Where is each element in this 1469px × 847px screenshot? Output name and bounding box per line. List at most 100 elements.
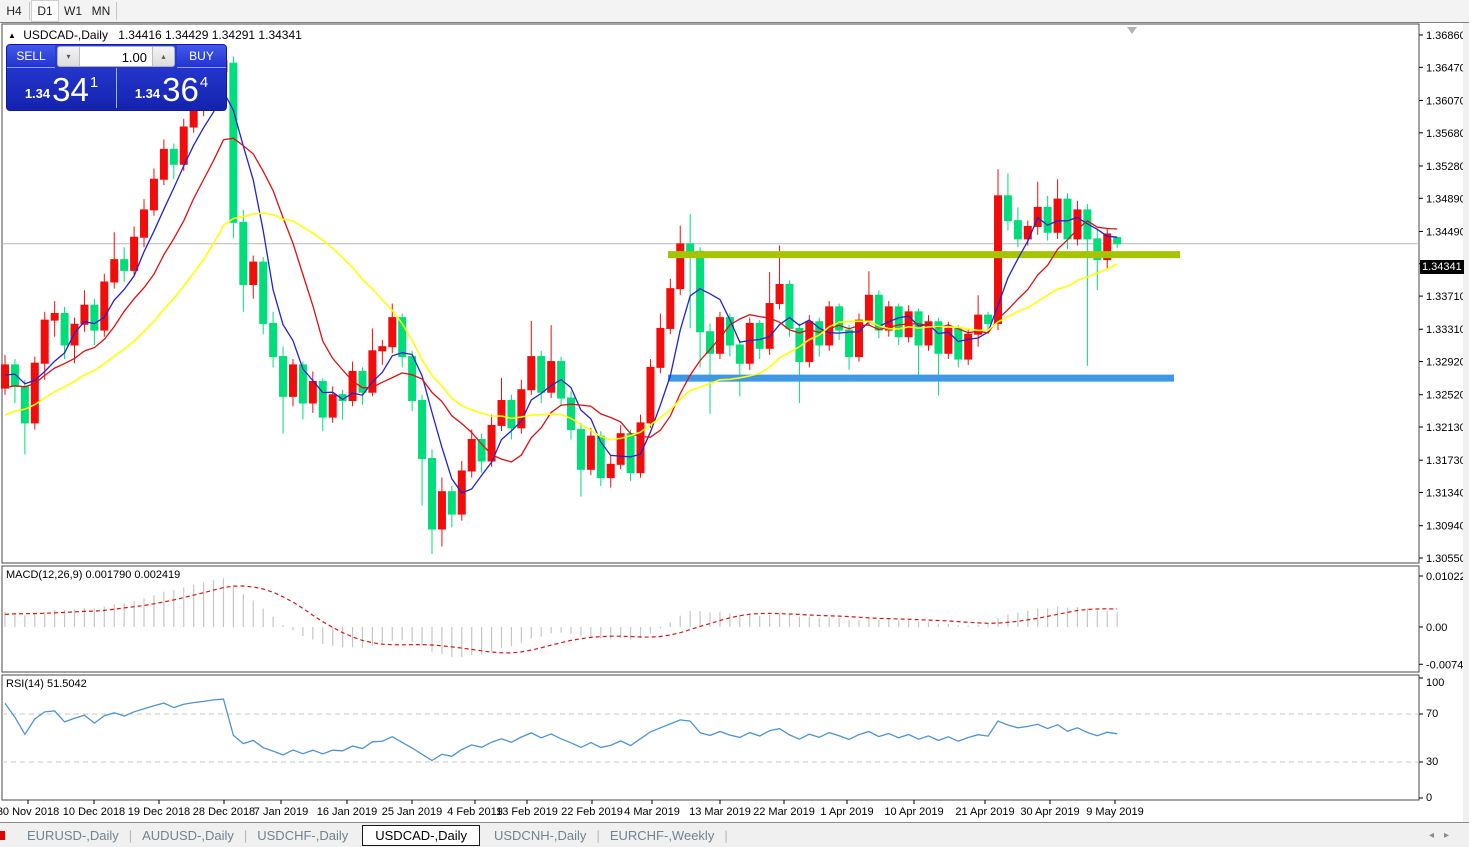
- candle-body: [269, 322, 278, 358]
- sell-price-prefix: 1.34: [24, 86, 51, 101]
- candle-body: [50, 312, 59, 321]
- macd-indicator-label: MACD(12,26,9) 0.001790 0.002419: [6, 569, 181, 581]
- candle-body: [656, 327, 665, 368]
- candle-body: [348, 371, 357, 402]
- candle-body: [666, 288, 675, 329]
- candle-body: [447, 491, 456, 515]
- candle-body: [140, 209, 149, 238]
- candle-body: [864, 294, 873, 321]
- time-tick-label: 13 Feb 2019: [496, 806, 558, 818]
- sell-button[interactable]: SELL: [7, 45, 55, 68]
- rsi-tick-label: 0: [1426, 792, 1432, 804]
- time-tick-label: 4 Mar 2019: [624, 806, 680, 818]
- collapse-triangle-icon[interactable]: ▲: [8, 31, 16, 40]
- candle-body: [298, 364, 307, 404]
- buy-price-prefix: 1.34: [134, 86, 161, 101]
- tab-scroll-arrows[interactable]: ◂▸: [1428, 830, 1459, 841]
- candle-body: [974, 314, 983, 335]
- candle-body: [676, 243, 685, 290]
- candle-body: [80, 304, 89, 325]
- candle-body: [179, 126, 188, 165]
- sell-price-button[interactable]: 1.34 34 1: [7, 68, 117, 108]
- candle-body: [894, 306, 903, 338]
- one-click-trade-panel: SELL ▾ 1.00 ▴ BUY 1.34 34 1 1.34 36 4: [6, 44, 227, 111]
- price-tick-label: 1.36470: [1426, 62, 1463, 74]
- chart-tab-eurusd[interactable]: EURUSD-,Daily: [27, 828, 119, 843]
- volume-decrement-button[interactable]: ▾: [58, 47, 80, 66]
- candle-body: [1063, 198, 1072, 240]
- candle-body: [934, 321, 943, 354]
- chart-tab-eurchf[interactable]: EURCHF-,Weekly: [609, 828, 715, 843]
- candle-body: [328, 394, 337, 418]
- candle-body: [706, 331, 715, 354]
- chart-window: 1.36860 1.36470 1.36070 1.35680 1.35280 1.348…: [0, 23, 1463, 822]
- chart-tab-usdcad[interactable]: USDCAD-,Daily: [362, 825, 480, 846]
- candle-body: [388, 317, 397, 348]
- candle-body: [586, 435, 595, 470]
- current-price-tag: 1.34341: [1420, 259, 1464, 274]
- candle-body: [288, 364, 297, 397]
- candle-body: [418, 400, 427, 460]
- time-tick-label: 1 Apr 2019: [820, 806, 873, 818]
- toolbar-separator: [116, 2, 117, 20]
- candle-body: [378, 346, 387, 352]
- price-tick-label: 1.30550: [1426, 553, 1463, 565]
- candle-body: [40, 319, 49, 364]
- tab-separator: |: [596, 828, 600, 843]
- price-tick-label: 1.30940: [1426, 521, 1463, 533]
- time-tick-label: 30 Nov 2018: [0, 806, 59, 818]
- candle-body: [884, 306, 893, 331]
- rsi-indicator-label: RSI(14) 51.5042: [6, 678, 87, 690]
- tab-separator: |: [724, 828, 728, 843]
- tab-scroll-indicator-icon: [0, 831, 5, 840]
- toolbar-separator: [29, 2, 30, 20]
- candle-body: [427, 458, 436, 530]
- candle-body: [110, 259, 119, 283]
- price-tick-label: 1.36070: [1426, 95, 1463, 107]
- candle-body: [567, 397, 576, 431]
- buy-price-button[interactable]: 1.34 36 4: [117, 68, 226, 108]
- time-tick-label: 21 Apr 2019: [955, 806, 1014, 818]
- timeframe-button-mn[interactable]: MN: [91, 4, 111, 18]
- candle-body: [318, 380, 327, 418]
- candle-body: [815, 321, 824, 346]
- chart-canvas[interactable]: 1.36860 1.36470 1.36070 1.35680 1.35280 1.348…: [0, 23, 1463, 822]
- candle-body: [477, 438, 486, 462]
- price-tick-label: 1.34490: [1426, 226, 1463, 238]
- candle-body: [616, 433, 625, 465]
- timeframe-button-h4[interactable]: H4: [6, 4, 22, 18]
- rsi-tick-label: 100: [1426, 677, 1444, 689]
- ohlc-readout: 1.34416 1.34429 1.34291 1.34341: [118, 28, 302, 42]
- candle-body: [120, 259, 129, 271]
- candle-body: [547, 361, 556, 393]
- candle-body: [1103, 233, 1112, 261]
- timeframe-button-w1[interactable]: W1: [64, 4, 82, 18]
- chart-tab-bar: EURUSD-,Daily | AUDUSD-,Daily | USDCHF-,Dail…: [0, 822, 1469, 847]
- chart-tab-usdchf[interactable]: USDCHF-,Daily: [257, 828, 349, 843]
- sell-price-big: 34: [52, 71, 89, 108]
- time-tick-label: 25 Jan 2019: [382, 806, 443, 818]
- candle-body: [537, 356, 546, 393]
- candle-body: [954, 327, 963, 360]
- price-tick-label: 1.35680: [1426, 128, 1463, 140]
- ma-line-20: [4, 212, 1118, 441]
- candle-body: [755, 322, 764, 349]
- volume-input[interactable]: 1.00: [80, 47, 152, 66]
- volume-increment-button[interactable]: ▴: [152, 47, 174, 66]
- price-tick-label: 1.31730: [1426, 455, 1463, 467]
- chart-tab-usdcnh[interactable]: USDCNH-,Daily: [493, 828, 587, 843]
- candle-body: [239, 221, 248, 285]
- symbol-period-label: USDCAD-,Daily: [23, 28, 108, 42]
- candle-body: [368, 350, 377, 393]
- candle-body: [686, 243, 695, 252]
- candle-body: [785, 283, 794, 329]
- time-tick-label: 13 Mar 2019: [689, 806, 751, 818]
- buy-button[interactable]: BUY: [177, 45, 226, 68]
- price-tick-label: 1.33710: [1426, 291, 1463, 303]
- candle-body: [626, 433, 635, 474]
- tab-separator: |: [128, 828, 133, 843]
- timeframe-toolbar: H4 D1 W1 MN: [0, 0, 1469, 23]
- timeframe-button-d1[interactable]: D1: [31, 0, 59, 22]
- candle-body: [60, 312, 69, 346]
- chart-tab-audusd[interactable]: AUDUSD-,Daily: [142, 828, 234, 843]
